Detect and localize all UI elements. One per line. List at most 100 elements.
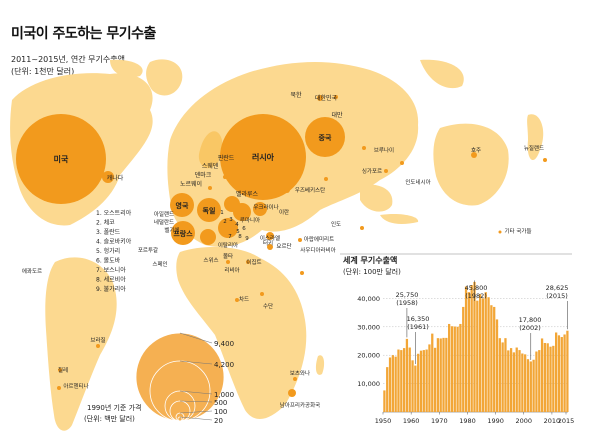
bubble-small-7 bbox=[298, 238, 302, 242]
chart-bar bbox=[478, 294, 482, 412]
chart-x-tick-label: 2010 bbox=[544, 417, 561, 425]
chart-annotation-year: (1958) bbox=[396, 299, 418, 307]
chart-bar bbox=[456, 326, 459, 412]
bubble-italy bbox=[218, 218, 238, 238]
chart-bar bbox=[509, 348, 513, 412]
chart-bar bbox=[436, 338, 440, 412]
chart-bar bbox=[549, 346, 552, 412]
country-label: 핀란드 bbox=[218, 154, 235, 162]
bubble-small-8 bbox=[360, 226, 364, 230]
chart-bar bbox=[555, 332, 558, 412]
minor-country-item: 9. 불가리아 bbox=[96, 285, 126, 293]
chart-bar bbox=[400, 350, 403, 412]
country-label: 중국 bbox=[319, 134, 332, 142]
chart-bar bbox=[388, 357, 392, 412]
chart-annotation-value: 17,800 bbox=[519, 316, 542, 324]
bubble-usa bbox=[16, 114, 106, 204]
bubble-small-9 bbox=[226, 260, 230, 264]
bubble-uzbekistan bbox=[284, 187, 290, 193]
size-label-1000: 1,000 bbox=[214, 391, 234, 399]
bubble-russia bbox=[220, 114, 306, 200]
chart-bar bbox=[566, 330, 569, 412]
chart-annotation-year: (1982) bbox=[465, 292, 487, 300]
land-indonesia bbox=[380, 213, 419, 224]
chart-bar bbox=[431, 333, 434, 412]
size-circle-9400 bbox=[135, 332, 225, 422]
bubble-israel bbox=[266, 232, 274, 240]
cluster-numbers: 1 2 345 6 7 8 9 bbox=[220, 210, 249, 242]
world-map bbox=[10, 59, 544, 431]
bubble-small-16 bbox=[293, 377, 297, 381]
page-title: 미국이 주도하는 무기수출 bbox=[11, 26, 156, 42]
country-label: 우크라이나 bbox=[253, 203, 278, 211]
cluster-number: 5 bbox=[236, 229, 240, 235]
country-label: 아일랜드 bbox=[154, 210, 174, 218]
bubble-small-14 bbox=[58, 368, 62, 372]
chart-bar bbox=[498, 338, 501, 412]
land-japan bbox=[346, 105, 356, 126]
chart-bar bbox=[462, 306, 465, 412]
country-label: 우즈베키스탄 bbox=[295, 186, 325, 194]
chart-bar bbox=[543, 342, 547, 412]
country-label: 프랑스 bbox=[173, 229, 193, 238]
country-label: 미국 bbox=[54, 154, 69, 164]
chart-bar bbox=[467, 292, 470, 412]
country-label: 대한민국 bbox=[315, 94, 338, 102]
land-se-asia bbox=[360, 184, 393, 212]
chart-y-tick-label: 10,000 bbox=[357, 380, 380, 388]
chart-bar bbox=[512, 352, 516, 412]
minor-country-item: 4. 슬로바키아 bbox=[96, 238, 132, 246]
land-australia bbox=[433, 123, 509, 206]
country-label: 캐나다 bbox=[107, 174, 124, 182]
country-label: 덴마크 bbox=[195, 171, 212, 179]
chart-bar bbox=[504, 338, 507, 412]
bubble-small-17 bbox=[300, 271, 304, 275]
country-label: 아랍에미리트 bbox=[304, 235, 334, 243]
bubble-small-18 bbox=[208, 186, 212, 190]
chart-annotation-value: 25,750 bbox=[396, 291, 419, 299]
country-label: 이집트 bbox=[246, 258, 261, 266]
country-label: 스페인 bbox=[152, 260, 167, 268]
country-label: 아르헨티나 bbox=[63, 382, 88, 390]
chart-bar bbox=[507, 350, 510, 412]
land-alaska-east bbox=[110, 59, 143, 78]
country-label: 벨기에 bbox=[164, 226, 179, 234]
chart-bar bbox=[391, 355, 394, 412]
chart-y-tick-label: 20,000 bbox=[357, 352, 380, 360]
country-label: 영국 bbox=[176, 201, 189, 210]
size-label-4200: 4,200 bbox=[214, 361, 234, 369]
land-alaska-west bbox=[420, 59, 464, 89]
subtitle: 2011~2015년, 연간 무기수출액 (단위: 1천만 달러) bbox=[11, 54, 125, 78]
chart-bar bbox=[557, 335, 561, 412]
chart-annotation-year: (2015) bbox=[546, 292, 568, 300]
country-label: 차드 bbox=[239, 295, 249, 303]
size-legend: 9,400 4,200 1,000 500 100 20 1990년 기준 가격… bbox=[84, 332, 234, 425]
chart-bar bbox=[487, 297, 490, 412]
bubble-south-africa bbox=[288, 389, 296, 397]
country-label: 노르웨이 bbox=[180, 180, 202, 188]
chart-bar bbox=[459, 323, 462, 412]
bubble-small-10 bbox=[246, 260, 250, 264]
subtitle-line-2: (단위: 1천만 달러) bbox=[11, 67, 75, 76]
country-label: 브루나이 bbox=[374, 146, 394, 154]
chart-bar bbox=[397, 349, 400, 412]
size-label-9400: 9,400 bbox=[214, 340, 234, 348]
country-label: 에콰도르 bbox=[22, 267, 42, 275]
bubble-germany bbox=[197, 198, 221, 222]
country-label: 브라질 bbox=[90, 336, 105, 344]
bubble-canada bbox=[102, 171, 114, 183]
country-label: 인도 bbox=[331, 221, 341, 228]
chart-bar bbox=[411, 360, 414, 412]
size-label-20: 20 bbox=[214, 417, 223, 425]
chart-bar bbox=[394, 356, 397, 412]
chart-bar bbox=[383, 390, 386, 412]
bubble-turkey bbox=[267, 244, 273, 250]
chart-annotation-year: (1961) bbox=[407, 323, 429, 331]
country-label: 벨라루스 bbox=[236, 190, 259, 198]
bubble-small-13 bbox=[96, 344, 100, 348]
size-caption-line-1: 1990년 기준 가격 bbox=[87, 403, 141, 412]
bubble-small-19 bbox=[223, 175, 227, 179]
size-leader-100 bbox=[179, 410, 213, 414]
chart-bar bbox=[524, 354, 527, 412]
